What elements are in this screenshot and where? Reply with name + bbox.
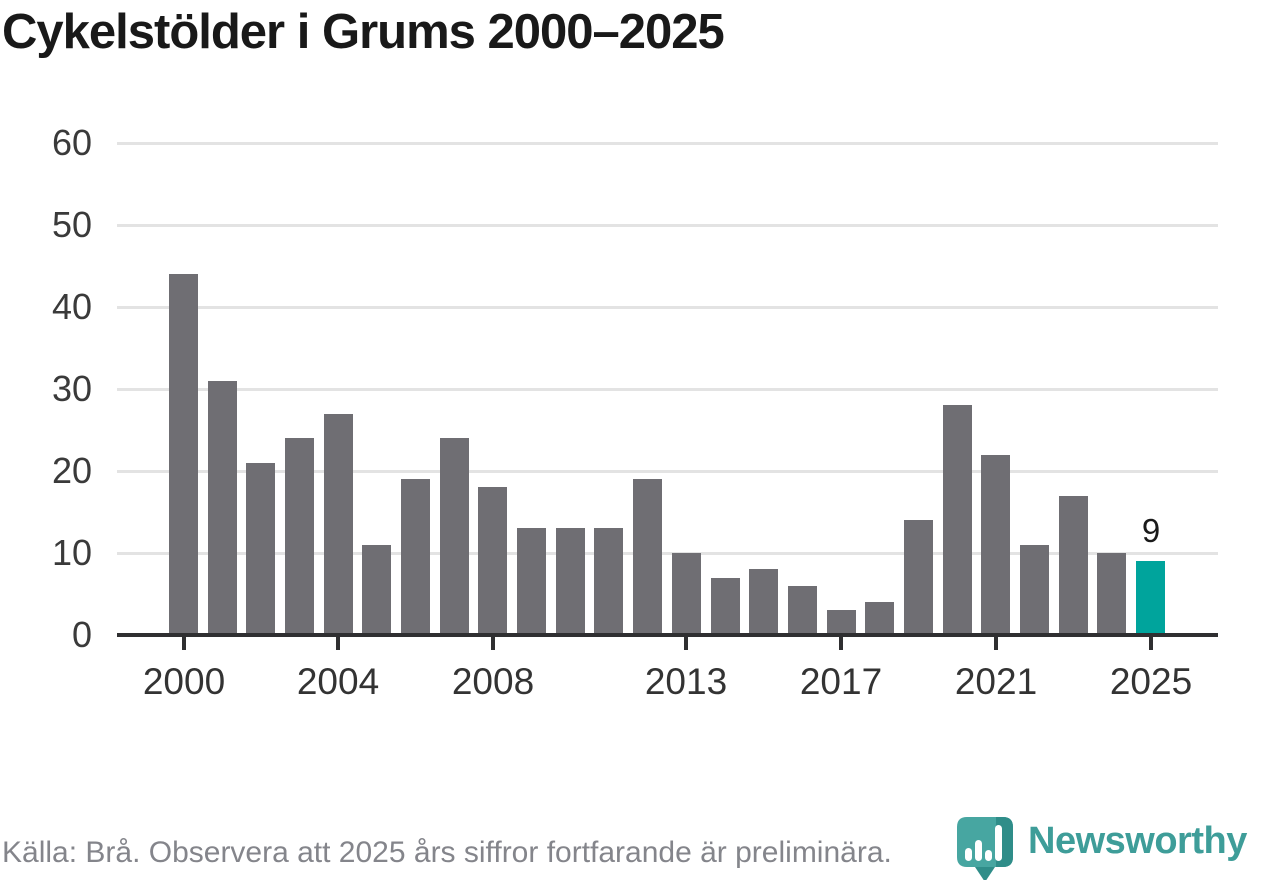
bar-2017 bbox=[827, 610, 856, 635]
bar-2020 bbox=[943, 405, 972, 635]
bar-2001 bbox=[208, 381, 237, 635]
bar-2024 bbox=[1097, 553, 1126, 635]
y-axis-label: 0 bbox=[71, 614, 92, 655]
gridline-y30 bbox=[117, 388, 1218, 391]
x-tick-2021 bbox=[994, 637, 998, 650]
bar-value-label: 9 bbox=[1141, 512, 1161, 549]
y-axis-label: 50 bbox=[51, 204, 92, 245]
bar-2014 bbox=[711, 578, 740, 635]
x-axis-label: 2004 bbox=[296, 661, 380, 702]
bar-2018 bbox=[865, 602, 894, 635]
x-axis-label: 2017 bbox=[799, 661, 883, 702]
bar-2022 bbox=[1020, 545, 1049, 635]
y-axis-label: 30 bbox=[51, 368, 92, 409]
gridline-y10 bbox=[117, 552, 1218, 555]
source-note: Källa: Brå. Observera att 2025 års siffr… bbox=[2, 836, 892, 869]
bar-2019 bbox=[904, 520, 933, 635]
x-axis-label: 2013 bbox=[644, 661, 728, 702]
bar-2008 bbox=[478, 487, 507, 635]
bar-2007 bbox=[440, 438, 469, 635]
bar-2005 bbox=[362, 545, 391, 635]
x-tick-2004 bbox=[336, 637, 340, 650]
chart-title: Cykelstölder i Grums 2000–2025 bbox=[2, 5, 725, 59]
x-axis-line bbox=[117, 633, 1218, 637]
bar-2002 bbox=[246, 463, 275, 635]
y-axis-label: 40 bbox=[51, 286, 92, 327]
bar-2009 bbox=[517, 528, 546, 635]
bar-2016 bbox=[788, 586, 817, 635]
y-axis-label: 10 bbox=[51, 532, 92, 573]
newsworthy-pin-bar-chart-icon bbox=[957, 817, 1013, 880]
bar-2011 bbox=[594, 528, 623, 635]
bar-2013 bbox=[672, 553, 701, 635]
gridline-y20 bbox=[117, 470, 1218, 473]
bar-2023 bbox=[1059, 496, 1088, 635]
x-axis-label: 2025 bbox=[1109, 661, 1193, 702]
bar-2004 bbox=[324, 414, 353, 635]
bar-chart: 0 10 20 30 40 50 60 2000 2004 2008 2013 2017 2021 202… bbox=[51, 122, 1218, 702]
bar-2010 bbox=[556, 528, 585, 635]
x-tick-2025 bbox=[1149, 637, 1153, 650]
newsworthy-wordmark: Newsworthy bbox=[1028, 820, 1247, 862]
bar-2015 bbox=[749, 569, 778, 635]
gridline-y60 bbox=[117, 142, 1218, 145]
bar-2000 bbox=[169, 274, 198, 635]
bar-2006 bbox=[401, 479, 430, 635]
x-axis-label: 2000 bbox=[142, 661, 226, 702]
bar-2025 bbox=[1136, 561, 1165, 635]
x-tick-2000 bbox=[182, 637, 186, 650]
x-tick-2017 bbox=[839, 637, 843, 650]
gridline-y50 bbox=[117, 224, 1218, 227]
y-axis-label: 60 bbox=[51, 122, 92, 163]
x-axis-label: 2008 bbox=[451, 661, 535, 702]
bar-2003 bbox=[285, 438, 314, 635]
bar-2012 bbox=[633, 479, 662, 635]
x-tick-2008 bbox=[491, 637, 495, 650]
gridline-y40 bbox=[117, 306, 1218, 309]
x-axis-label: 2021 bbox=[954, 661, 1038, 702]
bar-2021 bbox=[981, 455, 1010, 635]
newsworthy-logo: Newsworthy bbox=[942, 812, 1262, 880]
x-tick-2013 bbox=[684, 637, 688, 650]
y-axis-label: 20 bbox=[51, 450, 92, 491]
